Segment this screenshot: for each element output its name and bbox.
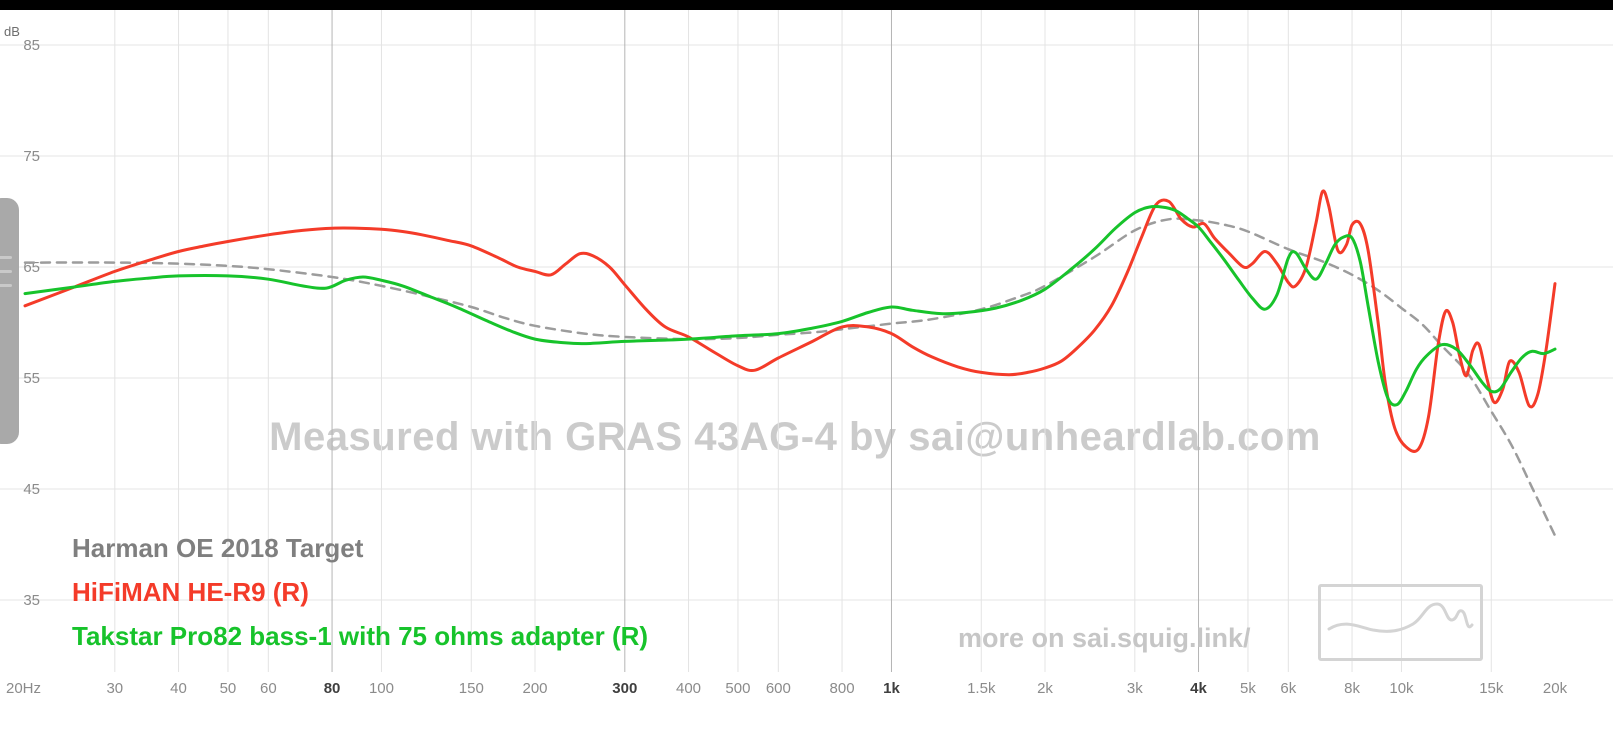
squiglink-logo-icon — [1318, 584, 1483, 661]
fr-curve — [23, 205, 1557, 407]
y-tick-label: 85 — [23, 37, 40, 54]
squiggle-curve-icon — [1327, 602, 1474, 633]
x-tick-label: 100 — [369, 680, 394, 697]
x-tick-label: 600 — [766, 680, 791, 697]
x-tick-label: 6k — [1280, 680, 1296, 697]
x-tick-label: 200 — [522, 680, 547, 697]
x-tick-label: 400 — [676, 680, 701, 697]
fr-curve — [23, 189, 1557, 453]
grip-line-icon — [0, 270, 12, 273]
x-tick-label: 5k — [1240, 680, 1256, 697]
grip-line-icon — [0, 256, 12, 259]
x-tick-label: 20k — [1543, 680, 1568, 697]
x-tick-label: 1.5k — [967, 680, 996, 697]
y-tick-label: 55 — [23, 370, 40, 387]
x-tick-label: 60 — [260, 680, 277, 697]
promo-text: more on sai.squig.link/ — [958, 623, 1251, 653]
x-tick-label: 20Hz — [6, 680, 41, 697]
legend-item-0: Harman OE 2018 Target — [72, 533, 364, 563]
x-tick-label: 3k — [1127, 680, 1143, 697]
x-tick-label: 150 — [459, 680, 484, 697]
x-tick-label: 1k — [883, 680, 900, 697]
x-tick-label: 30 — [106, 680, 123, 697]
y-tick-label: 75 — [23, 148, 40, 165]
y-tick-label: 35 — [23, 592, 40, 609]
watermark-text: Measured with GRAS 43AG-4 by sai@unheard… — [269, 415, 1321, 459]
top-bar — [0, 0, 1613, 10]
x-tick-label: 500 — [725, 680, 750, 697]
y-axis-unit-label: dB — [4, 24, 20, 39]
x-tick-label: 8k — [1344, 680, 1360, 697]
graph-legend: Harman OE 2018 Target HiFiMAN HE-R9 (R) … — [72, 535, 648, 667]
x-tick-label: 50 — [220, 680, 237, 697]
legend-item-1: HiFiMAN HE-R9 (R) — [72, 577, 309, 607]
grip-line-icon — [0, 284, 12, 287]
x-tick-label: 300 — [612, 680, 637, 697]
x-tick-label: 4k — [1190, 680, 1207, 697]
x-tick-label: 10k — [1389, 680, 1414, 697]
legend-item-2: Takstar Pro82 bass-1 with 75 ohms adapte… — [72, 621, 649, 651]
x-tick-label: 2k — [1037, 680, 1053, 697]
x-tick-label: 40 — [170, 680, 187, 697]
menu-handle[interactable] — [0, 198, 19, 444]
x-tick-label: 800 — [830, 680, 855, 697]
x-tick-label: 80 — [324, 680, 341, 697]
y-tick-label: 45 — [23, 481, 40, 498]
x-tick-label: 15k — [1479, 680, 1504, 697]
